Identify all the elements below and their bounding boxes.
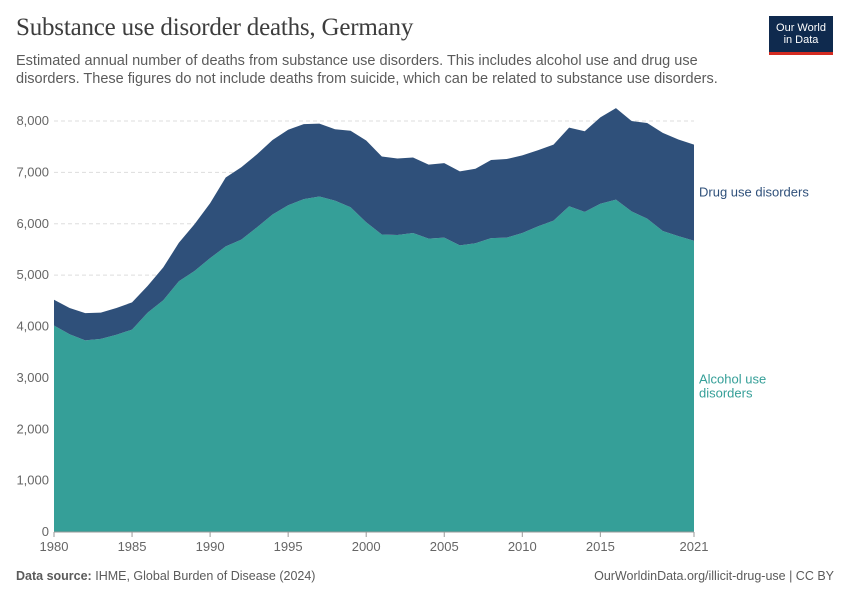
data-source-label: Data source: bbox=[16, 569, 92, 583]
area-alcohol-use-disorders[interactable] bbox=[54, 196, 694, 533]
area-layer bbox=[54, 108, 694, 533]
data-source: Data source: IHME, Global Burden of Dise… bbox=[16, 569, 315, 583]
owid-logo[interactable]: Our World in Data bbox=[769, 16, 833, 55]
series-label-drug-use-disorders: Drug use disorders bbox=[699, 185, 809, 200]
x-tick-label: 2015 bbox=[586, 539, 615, 554]
x-tick-label: 1985 bbox=[118, 539, 147, 554]
y-tick-label: 7,000 bbox=[16, 164, 49, 179]
y-tick-label: 8,000 bbox=[16, 113, 49, 128]
y-tick-label: 2,000 bbox=[16, 421, 49, 436]
logo-line-1: Our World bbox=[776, 22, 826, 34]
axis-layer: 0 1,000 2,000 3,000 4,000 5,000 6,000 7,000 8,00… bbox=[16, 113, 708, 554]
x-tick-label: 1990 bbox=[196, 539, 225, 554]
y-tick-label: 0 bbox=[42, 524, 49, 539]
y-tick-label: 3,000 bbox=[16, 370, 49, 385]
y-tick-label: 1,000 bbox=[16, 473, 49, 488]
series-label-line: disorders bbox=[699, 385, 753, 400]
series-labels: Alcohol use disorders Drug use disorders bbox=[699, 185, 809, 401]
x-tick-label: 2005 bbox=[430, 539, 459, 554]
series-label-line: Drug use disorders bbox=[699, 185, 809, 200]
logo-line-2: in Data bbox=[783, 34, 819, 46]
y-tick-label: 5,000 bbox=[16, 267, 49, 282]
area-drug-use-disorders[interactable] bbox=[54, 108, 694, 341]
y-tick-label: 6,000 bbox=[16, 216, 49, 231]
x-tick-label: 1980 bbox=[40, 539, 69, 554]
series-label-alcohol-use-disorders: Alcohol use disorders bbox=[699, 371, 766, 400]
x-tick-label: 1995 bbox=[274, 539, 303, 554]
source-url[interactable]: OurWorldinData.org/illicit-drug-use | CC… bbox=[594, 569, 834, 583]
chart-subtitle: Estimated annual number of deaths from s… bbox=[16, 53, 718, 87]
series-label-line: Alcohol use bbox=[699, 371, 766, 386]
x-tick-label: 2000 bbox=[352, 539, 381, 554]
y-tick-label: 4,000 bbox=[16, 319, 49, 334]
chart-title: Substance use disorder deaths, Germany bbox=[16, 14, 414, 41]
data-source-text: IHME, Global Burden of Disease (2024) bbox=[95, 569, 316, 583]
x-tick-label: 2021 bbox=[680, 539, 709, 554]
x-tick-label: 2010 bbox=[508, 539, 537, 554]
